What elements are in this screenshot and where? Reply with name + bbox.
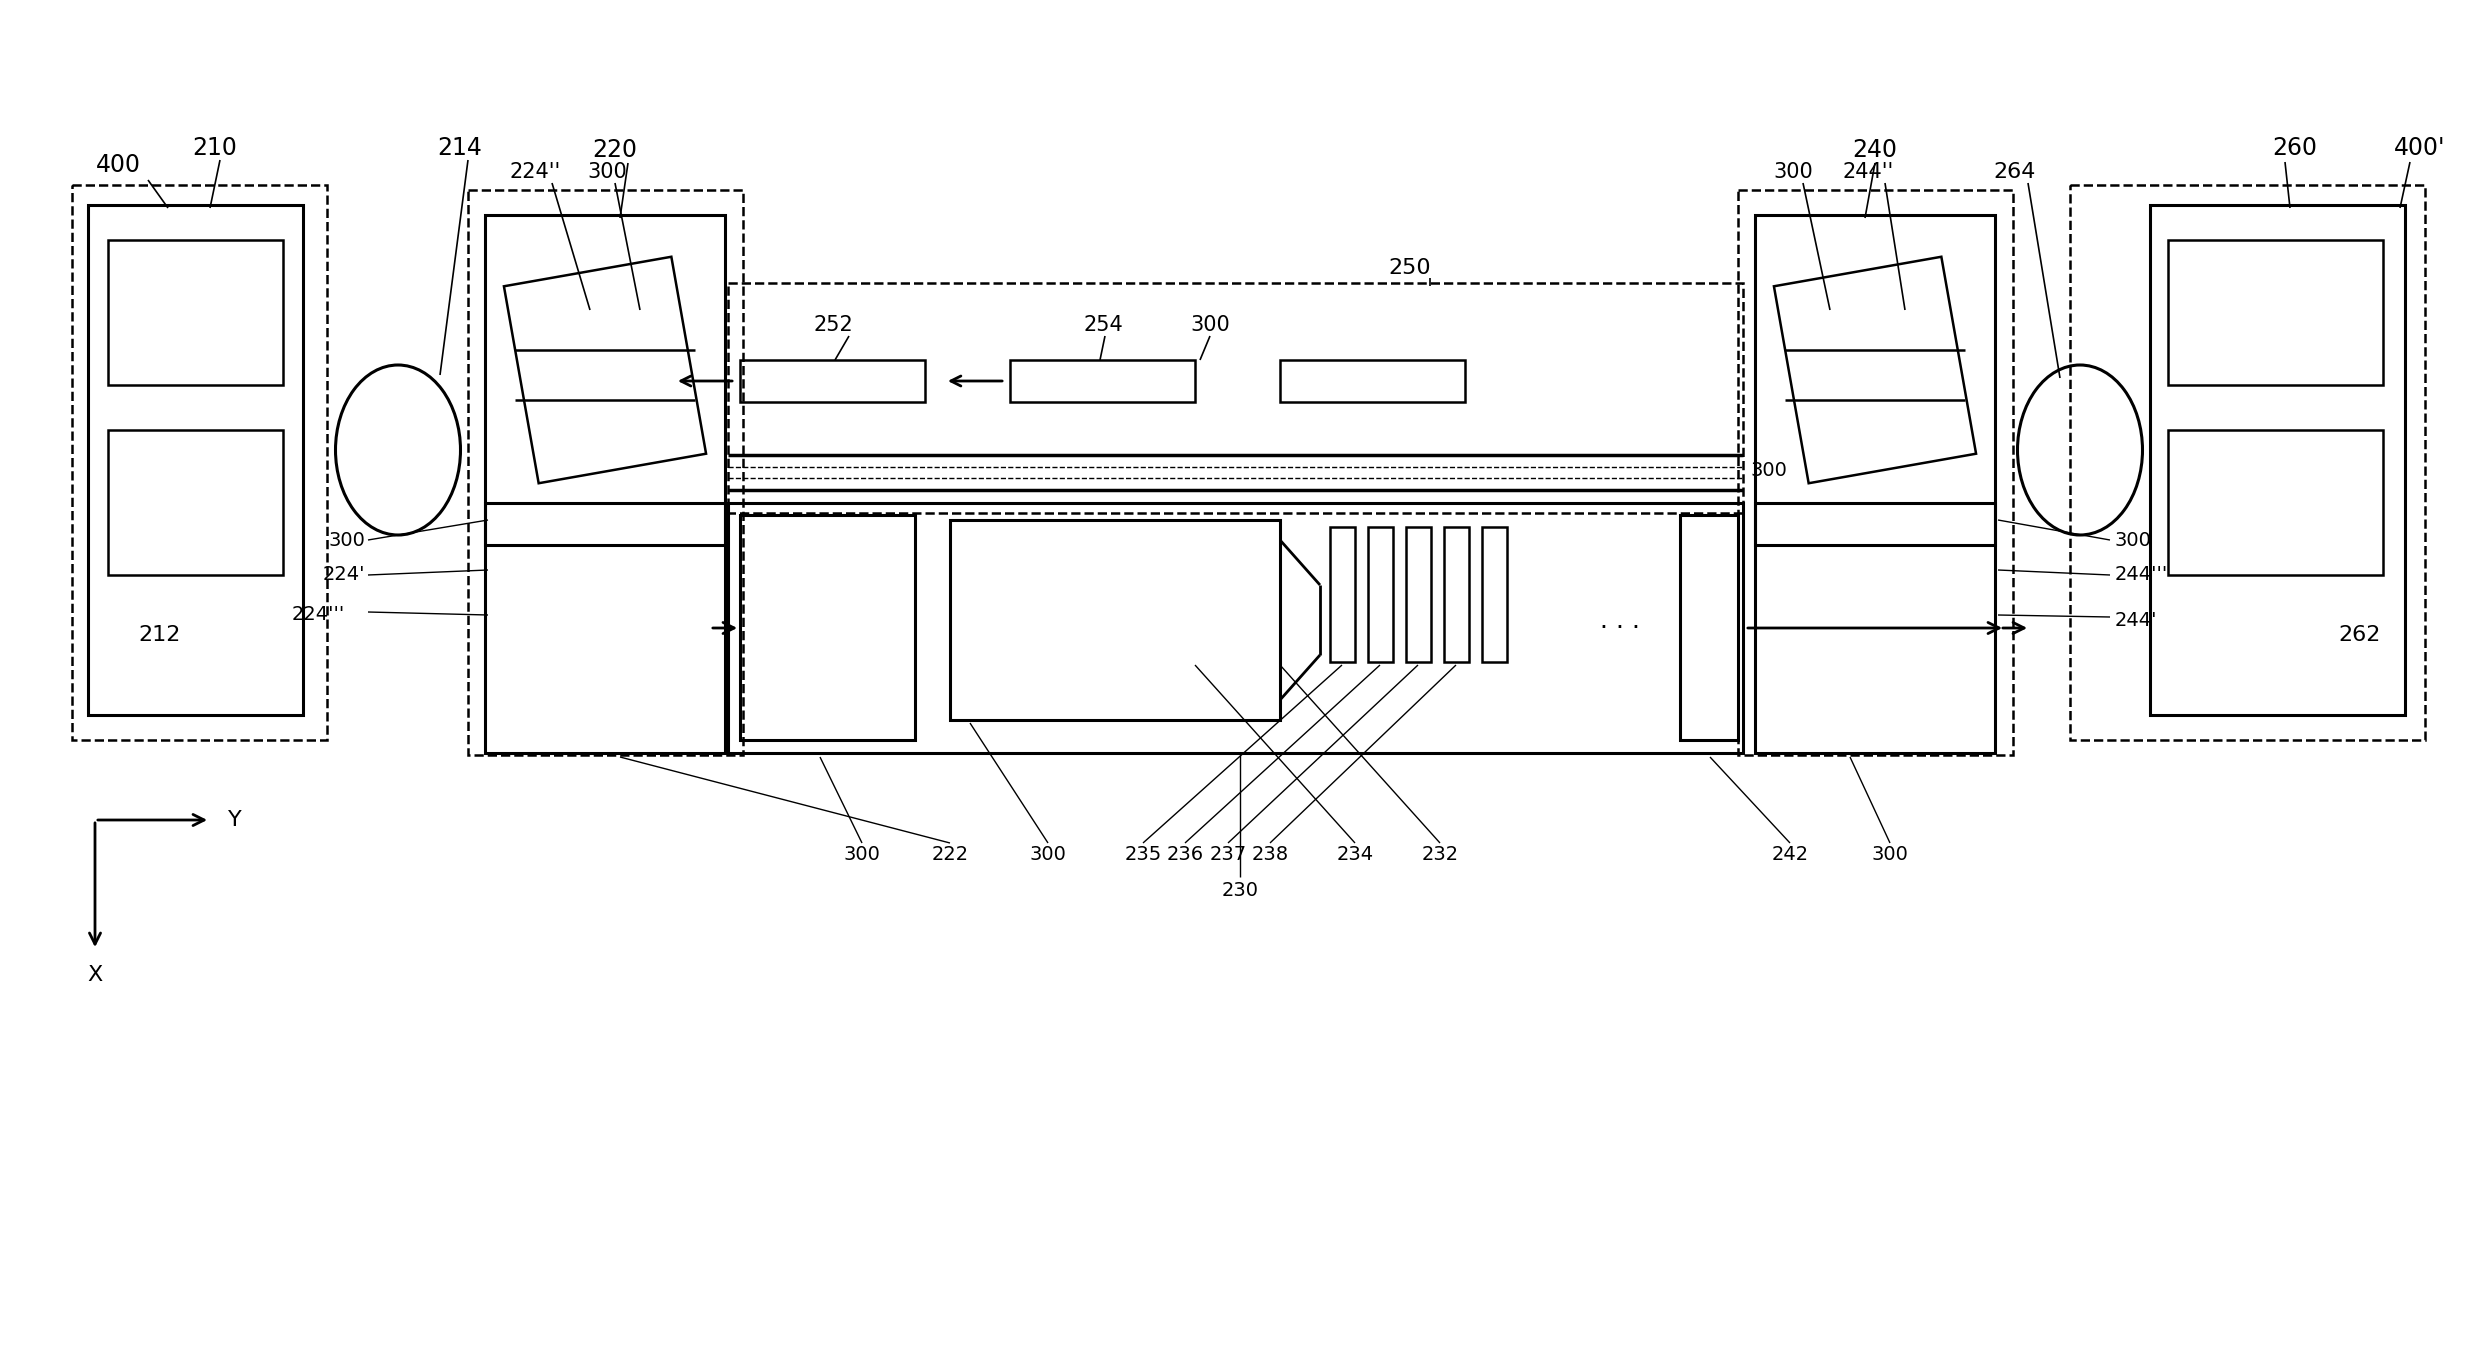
Text: 242: 242 [1771,846,1809,864]
Bar [2069,185,2424,741]
Text: 230: 230 [1221,880,1258,899]
Text: 300: 300 [2114,531,2151,549]
Text: 240: 240 [1853,138,1898,162]
Bar [727,283,1744,513]
Bar [739,515,915,741]
Text: 220: 220 [593,138,638,162]
Bar [727,502,1744,753]
Text: 244''': 244''' [2114,565,2168,585]
Bar [2168,430,2382,575]
Text: 224''': 224''' [293,605,345,624]
Bar [1739,190,2012,754]
Text: 300: 300 [844,846,881,864]
Bar [950,520,1280,720]
Bar [1680,515,1739,741]
Bar [1010,360,1196,402]
Text: 400: 400 [94,153,141,177]
Bar [1407,527,1432,663]
Text: 237: 237 [1208,846,1245,864]
Text: 262: 262 [2340,626,2382,645]
Bar [2151,205,2404,715]
Text: 400': 400' [2394,136,2446,160]
Text: 300: 300 [327,531,365,549]
Bar [469,190,742,754]
Bar [739,360,925,402]
Text: 234: 234 [1337,846,1374,864]
Text: 250: 250 [1389,257,1432,278]
Bar [2168,240,2382,385]
Bar [87,205,303,715]
Bar [484,502,724,753]
Text: 236: 236 [1166,846,1203,864]
Bar [1280,360,1464,402]
Bar [1330,527,1355,663]
Bar [109,240,283,385]
Text: 300: 300 [1749,460,1786,479]
Text: 300: 300 [1191,315,1231,335]
Text: 210: 210 [194,136,238,160]
Text: 214: 214 [437,136,481,160]
Bar [1754,502,1995,753]
Text: 300: 300 [1871,846,1908,864]
Text: 300: 300 [1030,846,1067,864]
Bar [1444,527,1469,663]
Text: · · ·: · · · [1600,616,1640,639]
Text: 254: 254 [1084,315,1124,335]
Bar [109,430,283,575]
Text: 235: 235 [1124,846,1161,864]
Bar [72,185,327,741]
Text: 212: 212 [139,626,181,645]
Text: 260: 260 [2273,136,2317,160]
Text: 300: 300 [588,162,628,182]
Text: 252: 252 [814,315,853,335]
Text: Y: Y [228,810,241,830]
Bar [1754,215,1995,545]
Text: 224'': 224'' [509,162,561,182]
Text: 222: 222 [930,846,968,864]
Text: 300: 300 [1774,162,1814,182]
Text: X: X [87,965,102,986]
Text: 232: 232 [1422,846,1459,864]
Bar [1481,527,1506,663]
Text: 244'': 244'' [1843,162,1893,182]
Bar [1367,527,1392,663]
Text: 224': 224' [323,565,365,585]
Text: 238: 238 [1250,846,1288,864]
Text: 264: 264 [1995,162,2037,182]
Text: 244': 244' [2114,611,2158,630]
Bar [484,215,724,545]
